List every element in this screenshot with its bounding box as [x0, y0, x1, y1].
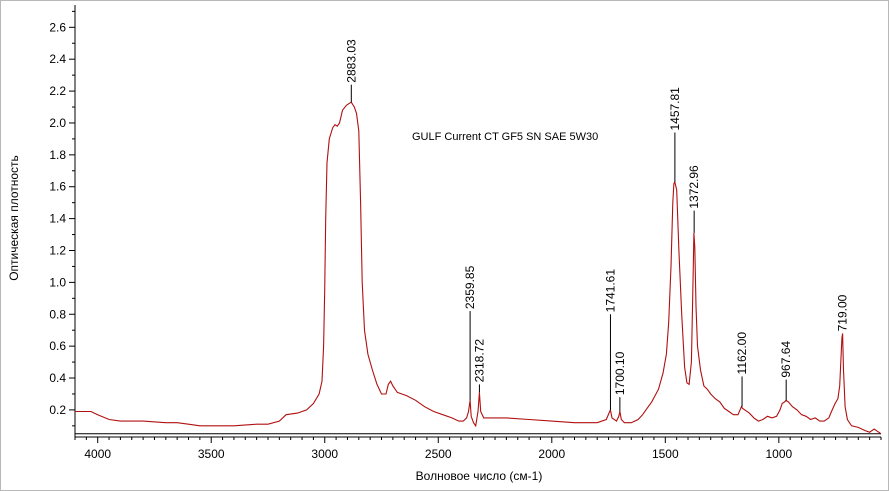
peak-label: 967.64: [779, 341, 793, 378]
x-tick-label: 1500: [652, 447, 679, 461]
y-tick-label: 1.8: [49, 148, 66, 162]
y-tick-label: 2.2: [49, 84, 66, 98]
x-tick-label: 2000: [538, 447, 565, 461]
y-tick-label: 1.2: [49, 243, 66, 257]
y-axis-ticks: 0.2 0.4 0.6 0.8 1.0 1.2 1.4 1.6 1.8 2.0 2.2 2.4 2.6: [49, 10, 75, 427]
x-tick-label: 2500: [425, 447, 452, 461]
peak-label: 1741.61: [603, 269, 617, 313]
y-tick-label: 2.4: [49, 52, 66, 66]
y-tick-label: 0.4: [49, 371, 66, 385]
axes: 4000 3500 3000 2500 2000 1500 1000 0.20.40.60.…: [49, 5, 882, 461]
y-tick-label: 1.6: [49, 180, 66, 194]
peak-labels: 2883.03 2359.85 2318.72 1741.61 1700.10 1457.…: [344, 39, 850, 412]
y-tick-label: 0.6: [49, 339, 66, 353]
peak-label: 719.00: [836, 294, 850, 331]
peak-label: 1457.81: [668, 87, 682, 131]
peak-label: 1700.10: [613, 351, 627, 395]
y-tick-label: 2.6: [49, 20, 66, 34]
y-tick-label: 2.0: [49, 116, 66, 130]
y-tick-label: 0.2: [49, 403, 66, 417]
spectrum-line: [75, 101, 882, 435]
x-axis-label: Волновое число (см-1): [416, 469, 543, 483]
peak-label: 1372.96: [687, 165, 701, 209]
peak-label: 2883.03: [344, 39, 358, 83]
y-tick-label: 1.0: [49, 275, 66, 289]
y-tick-label: 0.8: [49, 307, 66, 321]
peak-label: 1162.00: [735, 332, 749, 375]
x-tick-label: 3000: [311, 447, 338, 461]
chart-title: GULF Current CT GF5 SN SAE 5W30: [412, 131, 598, 143]
peak-label: 2359.85: [463, 265, 477, 309]
y-tick-label: 1.4: [49, 212, 66, 226]
y-axis-label: Оптическая плотность: [7, 155, 21, 281]
x-tick-label: 1000: [765, 447, 792, 461]
x-tick-label: 4000: [84, 447, 111, 461]
x-tick-label: 3500: [198, 447, 225, 461]
x-axis-ticks: 4000 3500 3000 2500 2000 1500 1000: [74, 437, 882, 461]
peak-label: 2318.72: [472, 339, 486, 383]
